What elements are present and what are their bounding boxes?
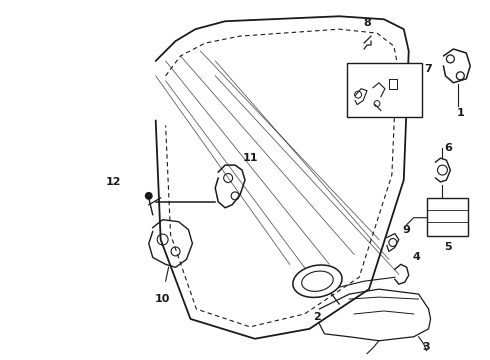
FancyBboxPatch shape bbox=[347, 63, 421, 117]
Text: 2: 2 bbox=[314, 312, 321, 322]
FancyBboxPatch shape bbox=[427, 198, 468, 235]
Ellipse shape bbox=[302, 271, 333, 291]
Text: 9: 9 bbox=[403, 225, 411, 235]
Text: 4: 4 bbox=[413, 252, 420, 262]
Ellipse shape bbox=[293, 265, 342, 297]
Text: 1: 1 bbox=[457, 108, 464, 117]
Text: 3: 3 bbox=[423, 342, 430, 352]
Text: 6: 6 bbox=[444, 143, 452, 153]
Text: 5: 5 bbox=[444, 243, 452, 252]
Text: 11: 11 bbox=[242, 153, 258, 163]
Text: 8: 8 bbox=[363, 18, 371, 28]
Text: 12: 12 bbox=[105, 177, 121, 187]
Text: 7: 7 bbox=[425, 64, 433, 74]
Text: 10: 10 bbox=[155, 294, 171, 304]
Circle shape bbox=[145, 192, 153, 200]
